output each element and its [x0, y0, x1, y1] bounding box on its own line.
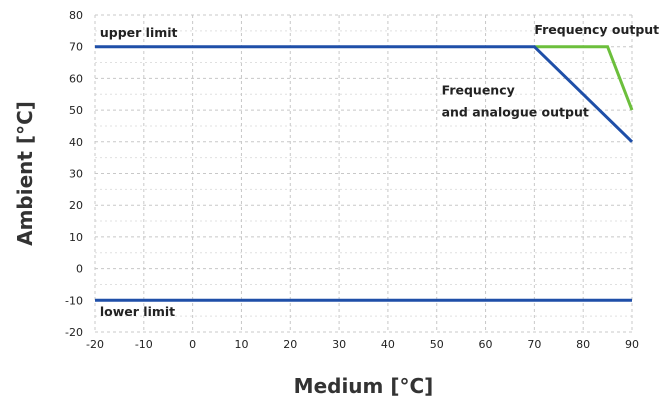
grid: [94, 14, 633, 333]
y-tick-label: 20: [69, 199, 83, 212]
series-line-frequency-output: [534, 45, 634, 111]
x-tick-label: -20: [86, 338, 104, 351]
x-tick-label: 20: [283, 338, 297, 351]
x-tick-label: 40: [381, 338, 395, 351]
y-tick-label: 10: [69, 231, 83, 244]
annotations: upper limit lower limit Frequency output Fr…: [100, 22, 659, 319]
y-axis-label: Ambient [°C]: [13, 101, 37, 246]
annotation-frequency: Frequency: [442, 82, 515, 97]
annotation-and-analogue-output: and analogue output: [442, 104, 589, 119]
y-tick-label: 50: [69, 104, 83, 117]
tick-labels: -20 -10 0 10 20 30 40 50 60 70 80 90 -20 -10 0 10 20 30 40…: [65, 9, 639, 351]
x-tick-label: 70: [527, 338, 541, 351]
y-tick-label: 30: [69, 168, 83, 181]
y-tick-label: 70: [69, 41, 83, 54]
series-lines: [95, 45, 634, 302]
x-tick-label: -10: [135, 338, 153, 351]
x-axis-label: Medium [°C]: [294, 374, 434, 398]
annotation-lower-limit: lower limit: [100, 304, 175, 319]
y-tick-label: 60: [69, 72, 83, 85]
y-tick-label: 0: [76, 263, 83, 276]
x-tick-label: 90: [625, 338, 639, 351]
y-tick-label: 80: [69, 9, 83, 22]
x-tick-label: 50: [430, 338, 444, 351]
x-tick-label: 80: [576, 338, 590, 351]
y-tick-label: -20: [65, 326, 83, 339]
y-tick-label: 40: [69, 136, 83, 149]
annotation-upper-limit: upper limit: [100, 25, 178, 40]
x-tick-label: 10: [234, 338, 248, 351]
y-tick-label: -10: [65, 294, 83, 307]
x-tick-label: 60: [479, 338, 493, 351]
x-tick-label: 30: [332, 338, 346, 351]
x-tick-label: 0: [189, 338, 196, 351]
series-line-frequency-and-analogue-output: [95, 45, 634, 143]
annotation-frequency-output: Frequency output: [534, 22, 659, 37]
